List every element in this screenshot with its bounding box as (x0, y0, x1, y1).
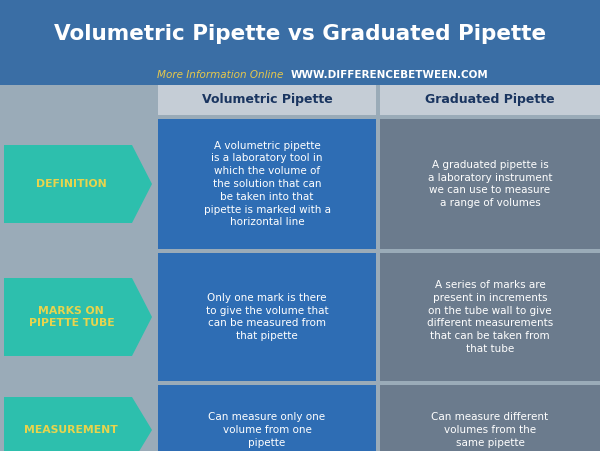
Polygon shape (4, 278, 152, 356)
Text: Can measure different
volumes from the
same pipette: Can measure different volumes from the s… (431, 412, 548, 448)
Text: DEFINITION: DEFINITION (36, 179, 107, 189)
Bar (158, 119, 376, 249)
Text: Can measure only one
volume from one
pipette: Can measure only one volume from one pip… (208, 412, 326, 448)
Text: A series of marks are
present in increments
on the tube wall to give
different m: A series of marks are present in increme… (427, 280, 553, 354)
Polygon shape (4, 145, 152, 223)
Text: Volumetric Pipette: Volumetric Pipette (202, 93, 332, 106)
Text: More Information Online: More Information Online (157, 70, 283, 80)
Text: WWW.DIFFERENCEBETWEEN.COM: WWW.DIFFERENCEBETWEEN.COM (291, 70, 489, 80)
Text: MARKS ON
PIPETTE TUBE: MARKS ON PIPETTE TUBE (29, 306, 114, 328)
Text: Volumetric Pipette vs Graduated Pipette: Volumetric Pipette vs Graduated Pipette (54, 24, 546, 45)
Bar (158, 253, 376, 381)
Text: Only one mark is there
to give the volume that
can be measured from
that pipette: Only one mark is there to give the volum… (206, 293, 328, 341)
Text: A graduated pipette is
a laboratory instrument
we can use to measure
a range of : A graduated pipette is a laboratory inst… (428, 160, 552, 208)
Text: A volumetric pipette
is a laboratory tool in
which the volume of
the solution th: A volumetric pipette is a laboratory too… (203, 141, 331, 227)
Bar (380, 119, 600, 249)
Text: MEASUREMENT: MEASUREMENT (25, 425, 118, 435)
Bar (380, 85, 600, 115)
Bar (158, 85, 376, 115)
Bar (380, 253, 600, 381)
Text: Graduated Pipette: Graduated Pipette (425, 93, 555, 106)
Bar (158, 385, 376, 451)
Polygon shape (4, 397, 152, 451)
Bar (380, 385, 600, 451)
Bar (0, 0, 600, 85)
